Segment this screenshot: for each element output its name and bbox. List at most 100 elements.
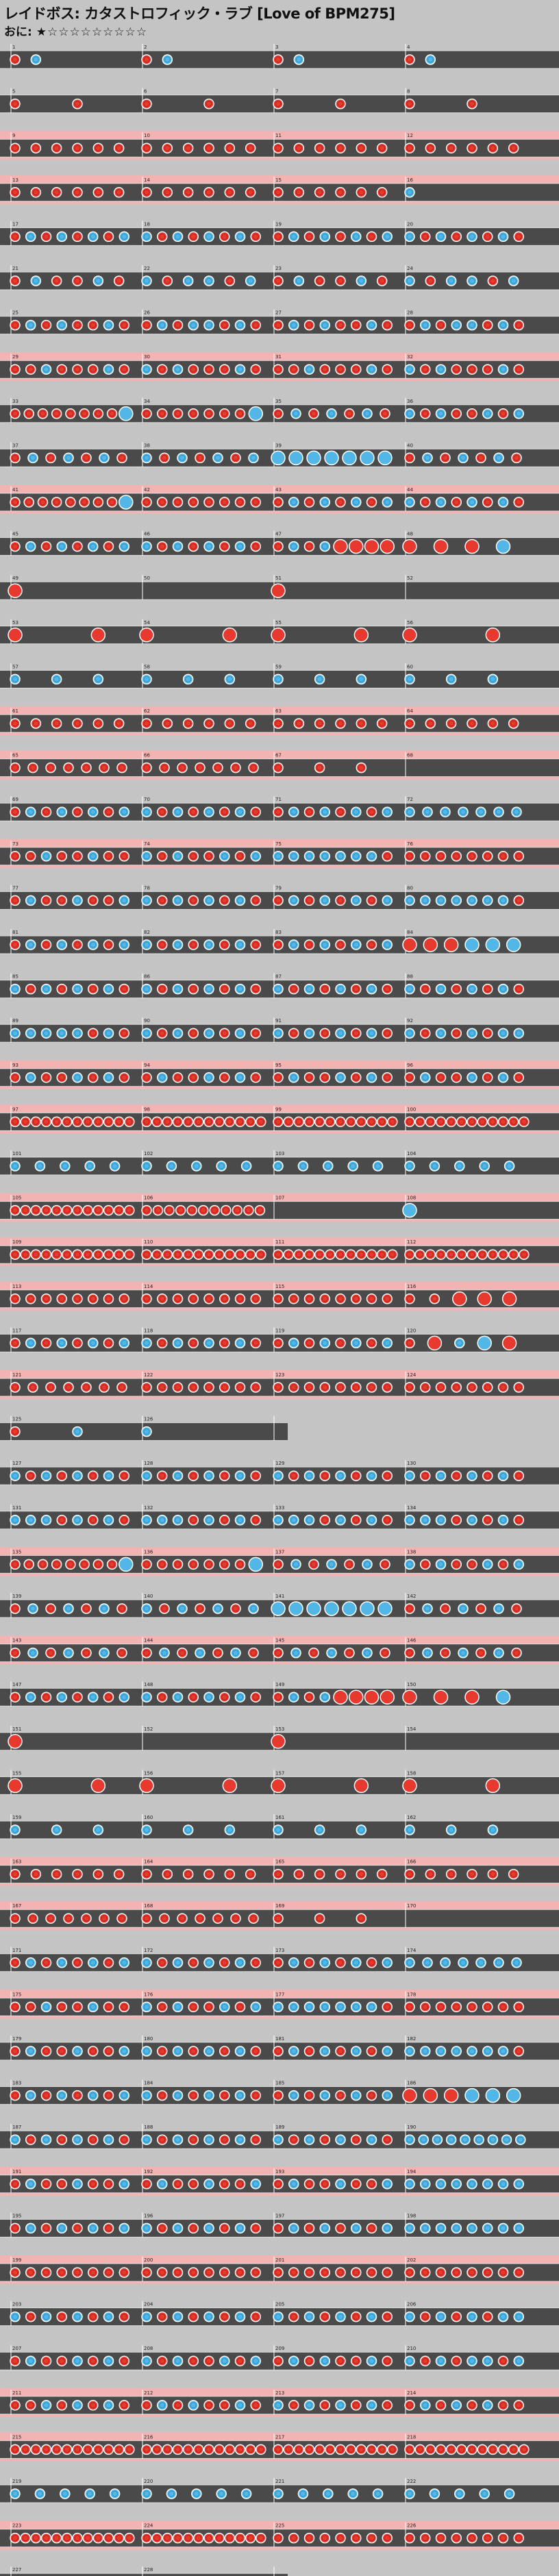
- ka-note-ring: [121, 2048, 127, 2055]
- don-note-ring: [521, 1118, 527, 1125]
- don-note-ring: [190, 1030, 197, 1037]
- don-note-ring: [453, 1472, 460, 1479]
- don-note-ring: [43, 543, 49, 550]
- ka-note: [40, 364, 52, 375]
- don-note: [51, 2444, 62, 2455]
- don-note: [81, 1382, 92, 1393]
- don-note: [335, 1382, 346, 1393]
- don-note-ring: [221, 1517, 228, 1524]
- ka-big-note: [119, 406, 134, 421]
- ka-note-ring: [375, 2490, 382, 2497]
- ka-note: [203, 939, 214, 950]
- don-note: [511, 452, 522, 464]
- don-note-ring: [406, 2402, 413, 2409]
- don-note: [40, 2222, 52, 2234]
- don-note-ring: [12, 410, 18, 417]
- ka-note: [25, 1515, 36, 1526]
- don-note: [248, 1913, 259, 1924]
- ka-note: [288, 806, 299, 817]
- don-note-ring: [489, 2446, 496, 2453]
- ka-note: [25, 1692, 36, 1702]
- don-note-ring: [337, 101, 344, 108]
- ka-note-ring: [448, 676, 455, 682]
- measure-number: 116: [407, 1284, 417, 1289]
- don-note-ring: [58, 2181, 65, 2188]
- ka-note: [141, 2046, 152, 2057]
- don-note-ring: [105, 853, 112, 860]
- ka-note-ring: [185, 676, 192, 682]
- ka-note: [119, 2179, 129, 2190]
- ka-note-ring: [384, 2225, 390, 2231]
- ka-note: [404, 497, 415, 508]
- ka-note: [435, 2046, 447, 2057]
- don-note-ring: [47, 1605, 54, 1612]
- don-note-ring: [252, 2402, 259, 2409]
- ka-note: [404, 1028, 415, 1039]
- ka-note: [10, 673, 21, 685]
- ka-note: [157, 319, 168, 331]
- don-note: [519, 1116, 530, 1128]
- don-note: [195, 1603, 206, 1614]
- don-note: [56, 2134, 67, 2145]
- don-note: [30, 1116, 42, 1128]
- ka-note: [177, 1603, 188, 1614]
- ka-note: [290, 1559, 301, 1570]
- measure-number: 75: [275, 841, 282, 847]
- don-note: [10, 762, 21, 773]
- don-note: [103, 231, 114, 243]
- don-note: [99, 762, 110, 773]
- ka-note-ring: [58, 1339, 65, 1346]
- ka-note-ring: [121, 2092, 127, 2099]
- ka-note-ring: [175, 2003, 181, 2010]
- don-note-ring: [500, 1251, 506, 1258]
- don-note: [308, 408, 319, 419]
- don-big-note: [222, 1778, 238, 1794]
- don-note-ring: [12, 543, 18, 550]
- don-note-ring: [316, 765, 323, 771]
- ka-note: [182, 673, 194, 685]
- ka-note-ring: [513, 1959, 520, 1966]
- don-note: [513, 2046, 524, 2057]
- don-note: [440, 1647, 451, 1659]
- don-note: [214, 2532, 225, 2544]
- ka-note-ring: [438, 2357, 444, 2364]
- don-note-ring: [252, 1296, 259, 1302]
- ka-note: [482, 2355, 493, 2366]
- ka-big-note: [324, 1601, 339, 1616]
- don-note-ring: [64, 2446, 71, 2453]
- don-note: [188, 2311, 199, 2323]
- don-note: [224, 2532, 236, 2544]
- ka-note: [404, 895, 415, 906]
- ka-note: [84, 1161, 95, 1172]
- measure-number: 175: [12, 1992, 21, 1997]
- don-note-ring: [513, 1605, 520, 1612]
- don-note: [288, 2400, 299, 2411]
- don-big-note: [349, 538, 364, 554]
- ka-note-ring: [221, 2357, 228, 2364]
- don-note: [88, 319, 99, 331]
- ka-note-ring: [90, 2092, 97, 2099]
- don-note: [335, 1957, 346, 1968]
- don-note-ring: [427, 1118, 434, 1125]
- ka-note: [303, 2001, 315, 2013]
- ka-note: [273, 673, 284, 685]
- don-note: [335, 2090, 346, 2101]
- don-big-note: [364, 538, 380, 554]
- measure-number: 179: [12, 2036, 21, 2042]
- ka-note-ring: [105, 2136, 112, 2143]
- ka-note: [335, 1470, 346, 1481]
- ka-note: [513, 2179, 524, 2190]
- don-note: [219, 2222, 230, 2234]
- ka-note: [319, 231, 330, 243]
- don-note: [162, 275, 173, 286]
- don-note: [51, 497, 62, 508]
- ka-note: [203, 983, 214, 995]
- don-note: [366, 2090, 377, 2101]
- ka-note-ring: [384, 2048, 390, 2055]
- don-note-ring: [84, 2446, 91, 2453]
- ka-note-ring: [12, 986, 18, 993]
- don-note-ring: [384, 1074, 390, 1081]
- don-note: [25, 2134, 36, 2145]
- ka-note: [366, 2355, 377, 2366]
- don-note-ring: [275, 1694, 282, 1700]
